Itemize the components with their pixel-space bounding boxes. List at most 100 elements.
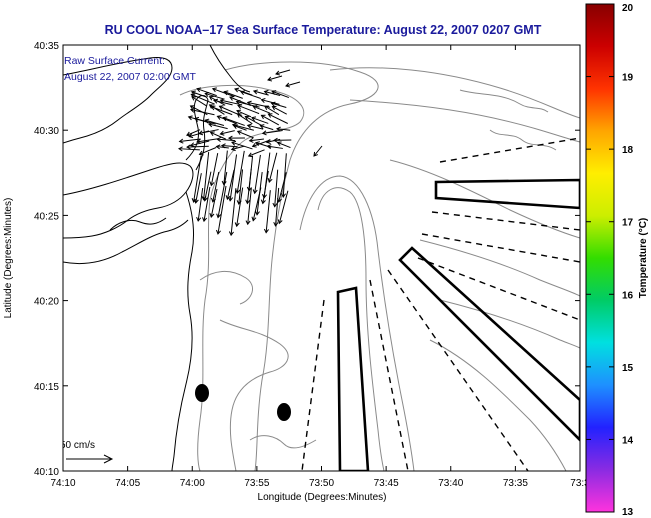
- sampling-marker-2: [277, 403, 291, 421]
- current-vector: [260, 98, 280, 105]
- dashed-line-7: [301, 299, 325, 471]
- current-vector: [270, 101, 287, 109]
- isobath-shelf-2: [199, 271, 254, 305]
- x-tick-label: 73:55: [244, 478, 269, 489]
- x-tick-label: 73:40: [438, 478, 463, 489]
- x-tick-label: 74:00: [180, 478, 205, 489]
- scale-arrow: [66, 454, 114, 464]
- current-vector: [231, 123, 254, 131]
- current-vector: [191, 96, 208, 107]
- lane-box-east: [434, 178, 580, 210]
- current-vector: [246, 123, 264, 130]
- current-vector: [207, 122, 228, 130]
- colorbar-tick-label: 13: [622, 507, 634, 518]
- current-vector: [277, 172, 287, 203]
- colorbar-tick-label: 19: [622, 73, 634, 84]
- isobath-shelf-1: [219, 319, 289, 471]
- dashed-line-2: [431, 211, 580, 231]
- map-plot-area: Raw Surface Current: August 22, 2007 02:…: [62, 44, 581, 472]
- current-vector: [222, 116, 245, 126]
- current-vector: [202, 186, 211, 223]
- plot-background: [63, 45, 580, 471]
- current-vector: [275, 69, 291, 76]
- current-vector: [186, 144, 209, 150]
- isobath-nearshore-2: [224, 61, 379, 471]
- current-vector: [263, 190, 271, 234]
- y-tick-label: 40:20: [34, 297, 59, 308]
- current-vector: [285, 81, 301, 88]
- current-vector: [272, 169, 279, 208]
- x-tick-label: 73:3: [570, 478, 590, 489]
- current-vector: [230, 145, 245, 152]
- current-vector: [210, 105, 233, 116]
- current-vector: [231, 140, 253, 150]
- x-tick-label: 73:35: [503, 478, 528, 489]
- current-vector: [193, 173, 202, 204]
- current-vector: [273, 137, 292, 143]
- current-vector: [271, 105, 287, 115]
- colorbar-tick-label: 18: [622, 145, 634, 156]
- coastline-inland-river-2: [109, 217, 167, 231]
- coastline-raritan-bay: [63, 162, 194, 239]
- current-vector: [227, 135, 245, 141]
- current-vector: [263, 89, 281, 97]
- current-vector: [178, 146, 200, 152]
- y-axis-label: Latitude (Degrees:Minutes): [3, 198, 14, 319]
- current-vector: [211, 87, 235, 98]
- y-tick-label: 40:35: [34, 41, 59, 52]
- current-vector: [209, 153, 219, 187]
- current-vector: [234, 187, 244, 228]
- colorbar-tick-label: 15: [622, 363, 634, 374]
- current-vector: [216, 115, 236, 124]
- current-vector: [220, 143, 238, 149]
- current-vector: [266, 144, 283, 150]
- current-vector: [245, 168, 252, 205]
- isobath-offshore-3: [439, 299, 580, 349]
- colorbar-tick-label: 17: [622, 218, 634, 229]
- current-vector: [276, 141, 291, 149]
- x-axis-label: Longitude (Degrees:Minutes): [258, 492, 387, 503]
- x-tick-label: 74:05: [115, 478, 140, 489]
- current-vector: [260, 114, 280, 126]
- current-vector: [215, 144, 229, 150]
- colorbar-tick-label: 16: [622, 290, 634, 301]
- current-vector: [216, 171, 228, 219]
- current-vector: [267, 152, 278, 183]
- dashed-sector-lines: [301, 137, 580, 471]
- current-vector: [198, 147, 217, 156]
- current-vector: [251, 116, 269, 124]
- current-vector: [223, 90, 243, 99]
- isobath-ripple-3: [489, 129, 557, 151]
- dashed-line-5: [387, 269, 529, 471]
- lane-box-south: [336, 286, 370, 471]
- dashed-line-1: [439, 137, 580, 163]
- current-vector: [196, 138, 219, 144]
- current-vector: [248, 137, 264, 143]
- y-tick-label: 40:10: [34, 467, 59, 478]
- current-vector: [252, 105, 271, 114]
- isobath-offshore-1: [389, 159, 580, 239]
- y-tick-label: 40:15: [34, 382, 59, 393]
- current-vector: [228, 188, 237, 237]
- x-tick-label: 74:10: [50, 478, 75, 489]
- current-vector: [271, 90, 290, 99]
- surface-current-vectors: [178, 69, 323, 237]
- coastline-inland-river-1: [63, 219, 189, 265]
- colorbar-tick-label: 14: [622, 435, 634, 446]
- current-vector: [236, 130, 254, 139]
- current-vector: [236, 113, 253, 125]
- isobath-offshore-2: [419, 239, 580, 297]
- current-vector: [209, 188, 218, 218]
- current-vector: [277, 190, 289, 225]
- x-tick-label: 73:50: [309, 478, 334, 489]
- current-vector: [225, 169, 235, 201]
- y-axis: 40:35 40:30 40:25 40:20 40:15 40:10: [34, 41, 580, 478]
- current-vector: [313, 145, 323, 157]
- current-vector: [196, 87, 217, 97]
- current-vector: [235, 150, 245, 194]
- current-vector: [228, 154, 238, 202]
- sampling-marker-1: [195, 384, 209, 402]
- colorbar-label: Temperature (°C): [638, 218, 649, 299]
- isobath-canyon-west: [317, 187, 385, 471]
